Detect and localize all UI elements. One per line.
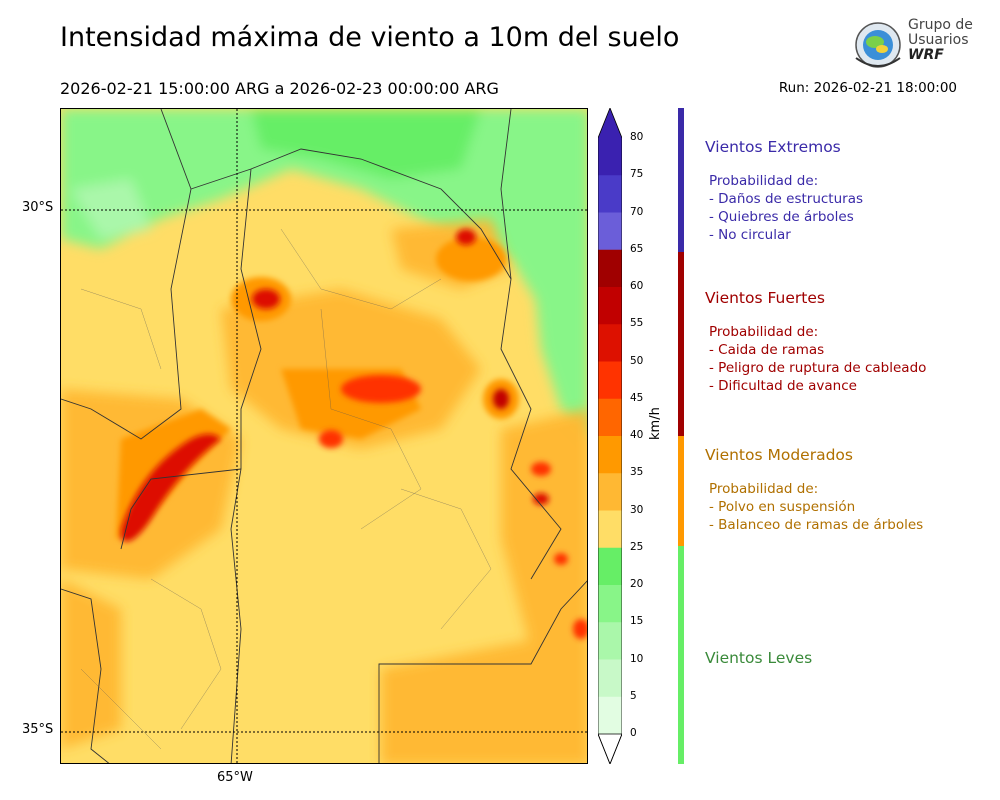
category-line: Probabilidad de:	[709, 173, 819, 189]
category-bar-extremos	[678, 108, 684, 252]
map-title: Intensidad máxima de viento a 10m del su…	[60, 22, 680, 53]
colorbar-segment	[598, 547, 622, 586]
category-line: - Dificultad de avance	[709, 378, 857, 394]
logo-line-2: Usuarios	[908, 32, 969, 48]
run-time: Run: 2026-02-21 18:00:00	[778, 80, 957, 96]
colorbar-tick-label: 10	[630, 652, 644, 665]
colorbar-tick-label: 75	[630, 168, 644, 181]
category-desc-fuertes: Probabilidad de: - Caida de ramas - Peli…	[709, 323, 926, 395]
colorbar-segment	[598, 361, 622, 400]
colorbar-segment	[598, 138, 622, 176]
colorbar-extend-bottom	[598, 733, 622, 764]
colorbar-tick-label: 25	[630, 540, 644, 553]
time-range: 2026-02-21 15:00:00 ARG a 2026-02-23 00:…	[60, 79, 499, 98]
colorbar-tick-label: 40	[630, 429, 644, 441]
wind-map[interactable]	[60, 108, 588, 764]
category-title-extremos: Vientos Extremos	[705, 138, 841, 156]
category-line: - Quiebres de árboles	[709, 209, 854, 225]
colorbar-segment	[598, 436, 622, 474]
colorbar-extend-top	[598, 108, 622, 138]
category-line: - Balanceo de ramas de árboles	[709, 517, 924, 533]
colorbar-segment	[598, 473, 622, 511]
category-desc-extremos: Probabilidad de: - Daños de estructuras …	[709, 172, 863, 244]
lon-label-65w: 65°W	[217, 770, 253, 785]
colorbar-segment	[598, 398, 622, 437]
lat-label-35s: 35°S	[22, 722, 54, 737]
category-title-fuertes: Vientos Fuertes	[705, 289, 825, 307]
colorbar-tick-label: 35	[630, 466, 644, 479]
colorbar-segment	[598, 175, 622, 213]
colorbar	[598, 108, 622, 764]
colorbar-segment	[598, 324, 622, 362]
category-title-moderados: Vientos Moderados	[705, 446, 853, 464]
logo-line-3: WRF	[908, 47, 944, 63]
colorbar-tick-label: 65	[630, 242, 644, 255]
category-line: Probabilidad de:	[709, 324, 819, 340]
category-line: - Peligro de ruptura de cableado	[709, 360, 927, 376]
colorbar-tick-label: 80	[630, 131, 644, 143]
colorbar-segment	[598, 696, 622, 735]
colorbar-segment	[598, 659, 622, 698]
colorbar-tick-label: 30	[630, 503, 644, 516]
lat-label-30s: 30°S	[22, 200, 54, 215]
logo-line-1: Grupo de	[908, 17, 973, 33]
category-line: - Caida de ramas	[709, 342, 825, 358]
colorbar-tick-label: 0	[630, 727, 637, 739]
colorbar-tick-label: 5	[630, 689, 637, 702]
category-line: Probabilidad de:	[709, 481, 819, 497]
wind-map-graphic	[61, 109, 587, 763]
category-line: - Daños de estructuras	[709, 191, 864, 207]
colorbar-tick-label: 55	[630, 317, 644, 330]
logo-icon	[855, 22, 901, 68]
colorbar-tick-label: 70	[630, 205, 644, 218]
logo-text: Grupo de Usuarios WRF	[908, 18, 973, 63]
category-bar-leves	[678, 546, 684, 764]
category-line: - No circular	[709, 227, 791, 243]
colorbar-segment	[598, 212, 622, 251]
category-title-leves: Vientos Leves	[705, 649, 813, 667]
colorbar-tick-label: 45	[630, 391, 644, 404]
colorbar-tick-label: 50	[630, 354, 644, 367]
category-bar-fuertes	[678, 252, 684, 436]
colorbar-segment	[598, 585, 622, 623]
category-line: - Polvo en suspensión	[709, 499, 856, 515]
colorbar-tick-label: 60	[630, 280, 644, 292]
colorbar-segment	[598, 510, 622, 549]
colorbar-segment	[598, 249, 622, 288]
category-desc-moderados: Probabilidad de: - Polvo en suspensión -…	[709, 480, 923, 534]
colorbar-segment	[598, 622, 622, 660]
colorbar-tick-label: 20	[630, 578, 644, 590]
colorbar-tick-label: 15	[630, 615, 644, 628]
category-bar-moderados	[678, 436, 684, 546]
colorbar-unit: km/h	[648, 407, 663, 440]
colorbar-segment	[598, 287, 622, 325]
